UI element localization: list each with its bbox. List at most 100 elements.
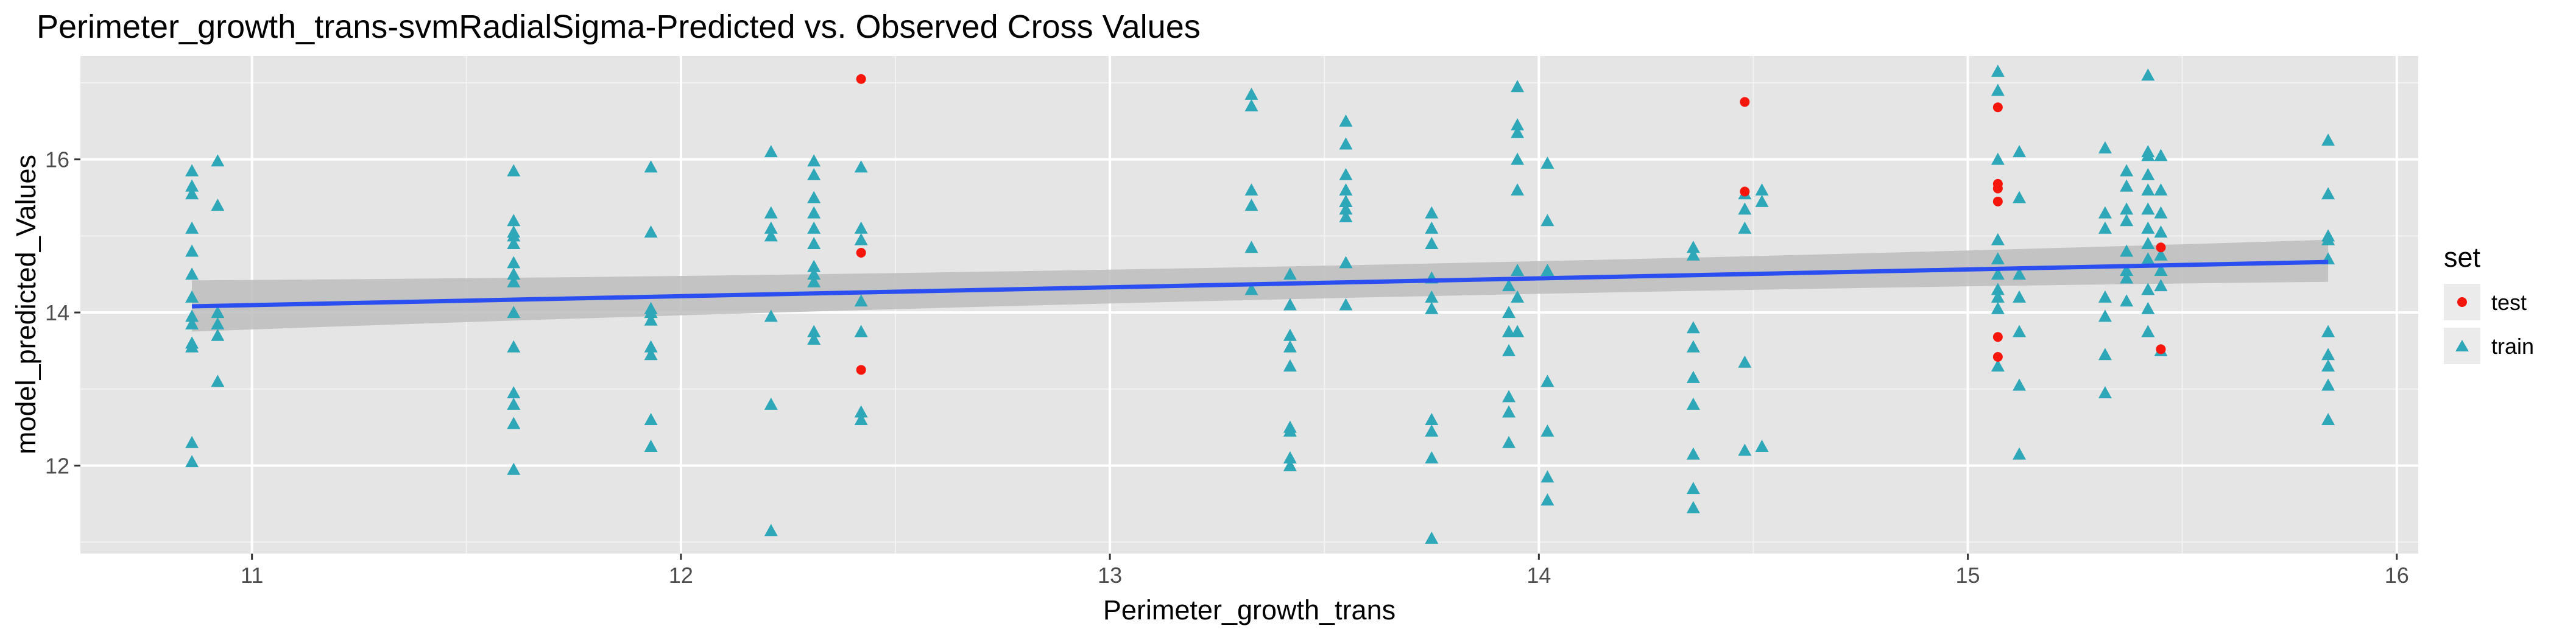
train-point	[807, 167, 821, 180]
train-point	[211, 317, 225, 329]
train-point	[2321, 325, 2335, 337]
train-point	[507, 164, 521, 177]
x-axis-title: Perimeter_growth_trans	[1103, 594, 1396, 625]
legend-key-train	[2455, 340, 2469, 351]
train-point	[1511, 263, 1525, 276]
train-point	[854, 221, 868, 234]
train-point	[1339, 298, 1353, 311]
y-axis: 12 14 16	[45, 147, 80, 478]
train-point	[1502, 279, 1516, 292]
train-point	[2154, 206, 2168, 219]
train-point	[807, 191, 821, 203]
train-point	[2120, 202, 2134, 215]
x-tick-label: 16	[2385, 563, 2409, 588]
train-point	[507, 340, 521, 353]
train-point	[1339, 114, 1353, 127]
train-point	[2013, 290, 2027, 303]
train-point	[2013, 325, 2027, 337]
train-point	[1425, 221, 1439, 234]
train-point	[1244, 99, 1258, 111]
train-point	[2013, 447, 2027, 460]
train-point	[185, 290, 199, 303]
train-point	[1502, 435, 1516, 448]
train-point	[1540, 424, 1554, 437]
train-point	[1991, 359, 2005, 372]
train-point	[2098, 386, 2112, 399]
train-point	[1502, 390, 1516, 403]
train-point	[1686, 397, 1700, 410]
test-point	[1992, 332, 2003, 342]
train-point	[1511, 80, 1525, 93]
train-point	[807, 236, 821, 249]
train-point	[1339, 167, 1353, 180]
train-point	[2141, 252, 2155, 265]
train-point	[644, 225, 658, 238]
train-point	[2321, 378, 2335, 391]
train-point	[1991, 152, 2005, 165]
train-point	[1686, 340, 1700, 353]
train-point	[1755, 194, 1769, 207]
train-point	[185, 179, 199, 192]
train-point	[764, 309, 778, 322]
train-point	[2098, 206, 2112, 219]
test-point	[1740, 97, 1750, 107]
train-point	[2141, 236, 2155, 249]
legend-key-test	[2457, 297, 2467, 307]
x-tick-label: 13	[1098, 563, 1122, 588]
train-point	[2321, 359, 2335, 372]
train-point	[1991, 83, 2005, 96]
data-points	[185, 65, 2335, 544]
train-point	[507, 397, 521, 410]
train-point	[1540, 214, 1554, 227]
train-point	[644, 306, 658, 319]
train-point	[807, 267, 821, 280]
train-point	[807, 259, 821, 272]
train-point	[211, 199, 225, 211]
train-point	[1686, 321, 1700, 334]
train-point	[764, 397, 778, 410]
y-tick-label: 14	[45, 300, 69, 325]
test-point	[856, 248, 866, 258]
train-point	[1283, 340, 1297, 353]
train-point	[1339, 202, 1353, 215]
train-point	[854, 413, 868, 426]
train-point	[507, 275, 521, 287]
test-point	[1992, 351, 2003, 362]
train-point	[2120, 294, 2134, 307]
train-point	[1511, 152, 1525, 165]
train-point	[1511, 183, 1525, 195]
train-point	[854, 405, 868, 418]
test-point	[1740, 186, 1750, 197]
train-point	[1339, 183, 1353, 195]
train-point	[507, 256, 521, 269]
train-point	[764, 206, 778, 219]
train-point	[764, 524, 778, 537]
train-point	[1511, 325, 1525, 337]
train-point	[1339, 256, 1353, 269]
train-point	[2321, 133, 2335, 146]
test-point	[1992, 102, 2003, 113]
train-point	[1738, 443, 1752, 456]
train-point	[2321, 413, 2335, 426]
train-point	[2321, 187, 2335, 200]
train-point	[2154, 248, 2168, 261]
train-point	[1991, 267, 2005, 280]
train-point	[1425, 301, 1439, 314]
train-point	[1502, 405, 1516, 418]
legend-label-test: test	[2491, 290, 2527, 315]
train-point	[507, 462, 521, 475]
train-point	[2013, 191, 2027, 203]
train-point	[1511, 290, 1525, 303]
train-point	[807, 333, 821, 345]
train-point	[1540, 156, 1554, 169]
train-point	[1244, 87, 1258, 100]
train-point	[2013, 145, 2027, 158]
train-point	[807, 206, 821, 219]
train-point	[2013, 378, 2027, 391]
train-point	[1502, 306, 1516, 319]
train-point	[1425, 236, 1439, 249]
y-tick-label: 16	[45, 147, 69, 172]
train-point	[1283, 424, 1297, 437]
train-point	[807, 221, 821, 234]
train-point	[507, 386, 521, 399]
